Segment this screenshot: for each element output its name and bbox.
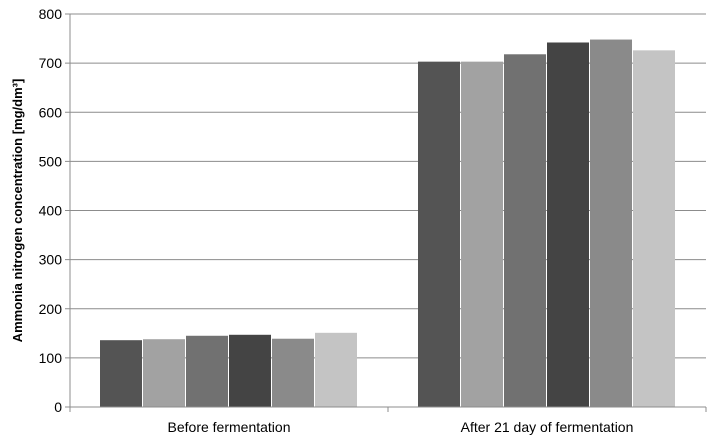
bar bbox=[143, 339, 185, 407]
bar bbox=[272, 338, 314, 407]
y-tick-label: 600 bbox=[39, 104, 63, 120]
y-tick-label: 0 bbox=[54, 399, 62, 415]
bar bbox=[590, 39, 632, 408]
bar bbox=[229, 334, 271, 407]
y-tick-label: 300 bbox=[39, 252, 63, 268]
bar bbox=[461, 61, 503, 408]
bar bbox=[547, 42, 589, 408]
y-axis-title: Ammonia nitrogen concentration [mg/dm³] bbox=[10, 79, 25, 343]
y-tick-label: 800 bbox=[39, 6, 63, 22]
gridlines bbox=[70, 13, 706, 359]
bar bbox=[186, 335, 228, 407]
bar bbox=[418, 61, 460, 408]
x-category-label: Before fermentation bbox=[168, 419, 291, 435]
y-tick-labels: 0 100 200 300 400 500 600 700 800 bbox=[39, 6, 63, 415]
bar bbox=[315, 332, 357, 407]
x-category-label: After 21 day of fermentation bbox=[461, 419, 634, 435]
y-tick-label: 700 bbox=[39, 55, 63, 71]
x-category-labels: Before fermentation After 21 day of ferme… bbox=[168, 419, 634, 435]
axes bbox=[65, 13, 707, 412]
y-tick-label: 100 bbox=[39, 350, 63, 366]
y-tick-label: 200 bbox=[39, 301, 63, 317]
bars bbox=[100, 39, 675, 408]
bar bbox=[100, 340, 142, 407]
y-tick-label: 400 bbox=[39, 203, 63, 219]
bar bbox=[633, 50, 675, 407]
y-tick-label: 500 bbox=[39, 153, 63, 169]
bar bbox=[504, 54, 546, 407]
